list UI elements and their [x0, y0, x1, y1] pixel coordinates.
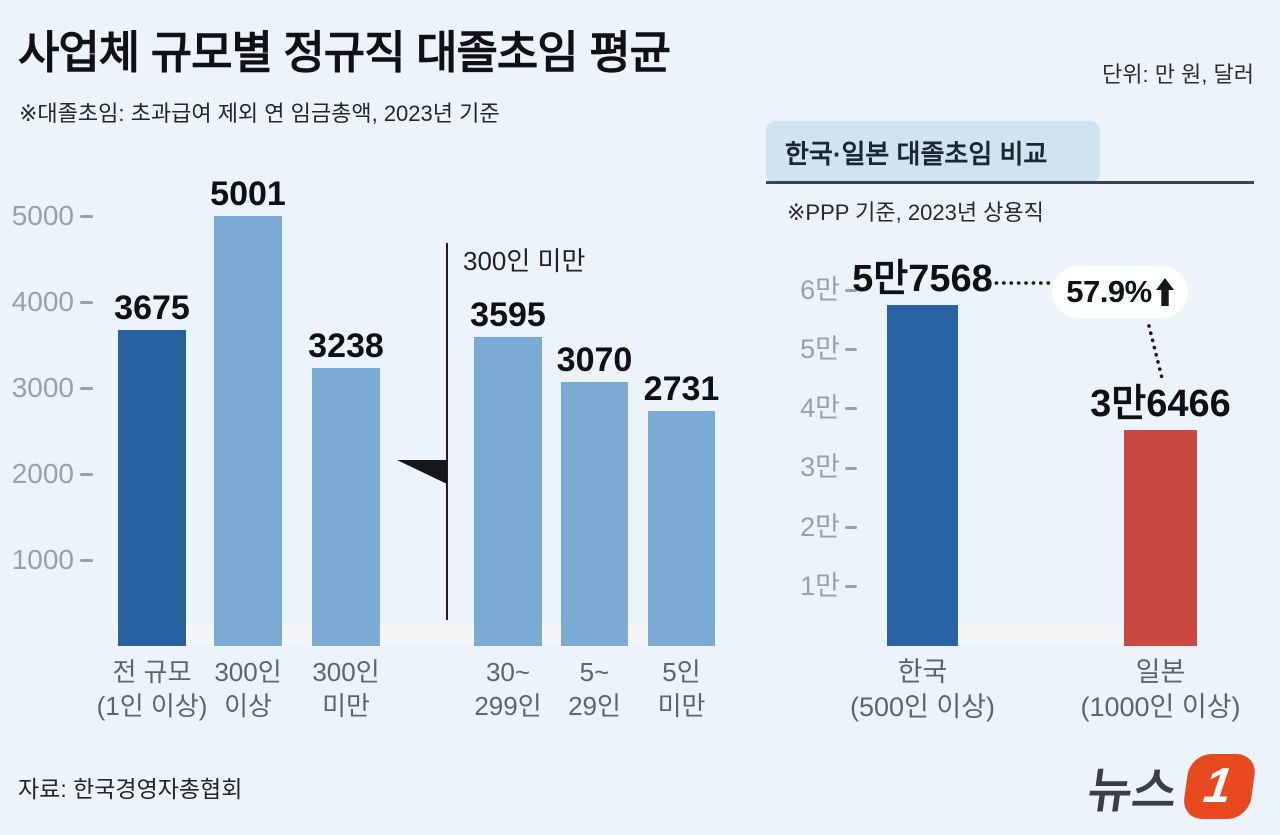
bar [648, 411, 715, 646]
y-tick-label: 3000 [11, 371, 74, 403]
diff-badge: 57.9% [1052, 266, 1188, 318]
bar-value-label: 3238 [308, 326, 384, 365]
x-axis-label: 5~ 29인 [500, 655, 690, 723]
y-tick-dash [80, 472, 93, 476]
bar [1124, 429, 1197, 646]
x-axis-label-line: 30~ [485, 657, 531, 687]
y-tick-label: 5000 [11, 199, 74, 231]
x-axis-label: 30~ 299인 [413, 655, 603, 723]
bar [474, 336, 542, 646]
x-axis-label-line: 한국 [897, 657, 948, 687]
y-tick-dash [80, 558, 93, 562]
y-tick-dash [845, 466, 857, 470]
x-axis-label-line: 5인 [662, 657, 701, 687]
y-tick-label: 1만 [800, 571, 840, 602]
bar-value-label: 3675 [114, 288, 190, 327]
x-axis-label: 일본 (1000인 이상) [1066, 655, 1256, 725]
page-subtitle: ※대졸초임: 초과급여 제외 연 임금총액, 2023년 기준 [19, 101, 500, 126]
group-divider-label: 300인 미만 [463, 246, 586, 276]
baseline-band [885, 624, 1199, 647]
source-label: 자료: 한국경영자총협회 [18, 776, 243, 802]
y-tick-label: 5만 [800, 333, 840, 364]
x-axis-label-line: (1인 이상) [96, 691, 208, 721]
x-axis-label-line: 299인 [474, 691, 542, 721]
bar-value-label: 2731 [643, 370, 720, 409]
y-tick-dash [80, 386, 93, 390]
y-tick-dash [845, 585, 857, 589]
comparison-panel-title: 한국·일본 대졸초임 비교 [766, 121, 1100, 183]
x-axis-label: 한국 (500인 이상) [828, 655, 1018, 725]
bar-value-label: 5001 [210, 174, 286, 213]
diff-badge-label: 57.9% [1066, 274, 1152, 309]
y-tick-dash [845, 288, 857, 292]
divider-arrow-icon [397, 460, 447, 484]
news1-logo-number: 1 [1200, 759, 1236, 813]
x-axis-label-line: 300인 [214, 657, 282, 687]
y-tick-label: 4000 [11, 285, 74, 317]
x-axis-label-line: (500인 이상) [849, 692, 996, 722]
comparison-panel-underline [766, 181, 1254, 184]
y-tick-dash [80, 300, 93, 304]
y-tick-label: 1000 [11, 543, 74, 575]
x-axis-label-line: (1000인 이상) [1080, 692, 1241, 722]
bar [312, 367, 380, 646]
y-tick-label: 6만 [800, 274, 840, 305]
bar-value-label: 3만6466 [1090, 382, 1231, 425]
y-tick-label: 4만 [800, 393, 840, 424]
y-tick-dash [845, 348, 857, 351]
news1-logo-text: 뉴스 [1084, 765, 1181, 818]
bar-value-label: 3070 [556, 340, 633, 379]
bar [561, 381, 628, 646]
y-tick-dash [845, 407, 857, 411]
news1-logo-badge: 1 [1181, 753, 1258, 819]
x-axis-label-line: 전 규모 [112, 657, 192, 687]
y-tick-label: 3만 [800, 452, 840, 483]
bar-value-label: 3595 [470, 295, 546, 334]
x-axis-label: 전 규모 (1인 이상) [57, 655, 247, 723]
y-tick-dash [80, 214, 93, 218]
x-axis-label-line: 300인 [312, 657, 380, 687]
news1-logo: 뉴스 1 [1084, 751, 1258, 821]
comparison-panel-title-text: 한국·일본 대졸초임 비교 [785, 138, 1048, 169]
x-axis-label-line: 미만 [322, 691, 370, 721]
x-axis-label-line: 이상 [224, 691, 272, 721]
page-title: 사업체 규모별 정규직 대졸초임 평균 [18, 27, 671, 78]
y-tick-dash [845, 525, 857, 529]
bar [118, 329, 186, 646]
bar [887, 304, 958, 646]
group-divider-line [446, 243, 448, 620]
up-arrow-icon [1155, 278, 1174, 306]
x-axis-label-line: 29인 [568, 691, 621, 721]
x-axis-label-line: 미만 [657, 691, 706, 721]
comparison-note: ※PPP 기준, 2023년 상용직 [787, 200, 1044, 225]
dotted-connector-diagonal [1147, 324, 1164, 380]
y-tick-label: 2만 [800, 511, 840, 542]
x-axis-label-line: 일본 [1135, 657, 1186, 687]
unit-label: 단위: 만 원, 달러 [1101, 62, 1254, 87]
bar-value-label: 5만7568 [852, 257, 993, 300]
x-axis-label-line: 5~ [579, 657, 610, 687]
bar [214, 215, 282, 646]
y-tick-label: 2000 [11, 457, 74, 489]
